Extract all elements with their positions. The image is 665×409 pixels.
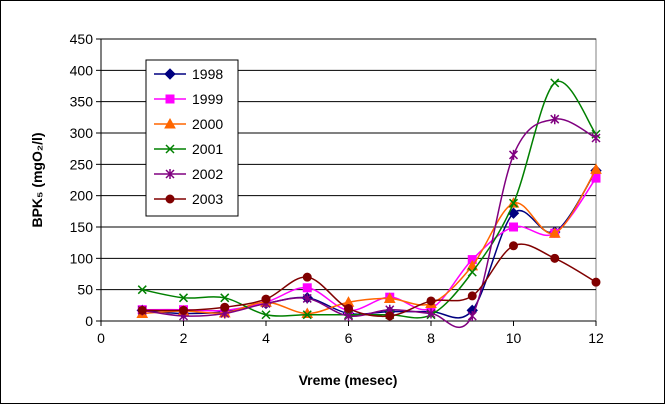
x-axis-title: Vreme (mesec) (299, 372, 398, 388)
data-point-2002-11 (550, 114, 560, 125)
x-tick-label: 4 (262, 330, 270, 346)
axes: 0 50 100 150 200 250 300 350 400 450 0 2 4 6 8 10 12 (70, 31, 604, 346)
y-tick-label: 150 (70, 219, 94, 235)
data-point-2001-2 (178, 293, 189, 303)
data-point-2000-11 (548, 227, 561, 238)
data-point-2003-1 (137, 305, 147, 315)
data-point-2003-8 (426, 296, 436, 306)
y-tick-label: 100 (70, 250, 94, 266)
data-point-2003-6 (344, 303, 353, 313)
data-point-2001-4 (261, 310, 271, 320)
legend-marker-1999 (165, 94, 175, 104)
y-tick-label: 300 (70, 125, 94, 141)
data-point-2000-12 (590, 163, 602, 174)
legend-label-2001: 2001 (192, 141, 223, 157)
legend-marker-2002 (165, 169, 175, 179)
data-point-2001-5 (302, 310, 312, 320)
legend-box (145, 59, 239, 217)
data-point-2002-8 (426, 308, 436, 319)
x-tick-label: 0 (97, 330, 105, 346)
legend-marker-1998 (164, 68, 176, 80)
data-point-2003-4 (261, 294, 271, 304)
y-tick-label: 400 (70, 62, 94, 78)
data-point-2001-3 (220, 293, 230, 303)
legend-label-2003: 2003 (192, 191, 223, 207)
legend-label-2002: 2002 (192, 166, 223, 182)
data-point-2002-9 (467, 310, 477, 321)
x-tick-label: 2 (180, 330, 188, 346)
data-point-2002-5 (302, 293, 312, 304)
data-point-1999-12 (591, 173, 601, 183)
data-point-2003-5 (302, 272, 312, 282)
x-tick-label: 10 (506, 330, 522, 346)
x-tick-label: 12 (588, 330, 604, 346)
data-point-2003-9 (467, 291, 477, 301)
y-tick-label: 450 (70, 31, 94, 47)
data-point-1999-5 (302, 283, 312, 293)
data-point-2003-7 (385, 311, 395, 321)
data-point-1999-10 (509, 222, 518, 232)
legend: 1998 1999 2000 2001 2002 2003 (145, 59, 239, 217)
data-point-2001-1 (137, 285, 147, 295)
data-point-2003-11 (550, 253, 560, 263)
legend-marker-2001 (165, 144, 175, 154)
series-group (136, 78, 602, 329)
data-point-2003-10 (509, 241, 518, 251)
data-point-2001-9 (467, 267, 477, 277)
data-point-2003-3 (220, 302, 230, 312)
data-point-2003-2 (179, 305, 188, 315)
legend-label-1998: 1998 (192, 66, 223, 82)
y-axis-title: BPK₅ (mgO₂/l) (29, 132, 45, 227)
y-tick-label: 0 (85, 313, 93, 329)
x-tick-label: 8 (427, 330, 435, 346)
data-point-2002-10 (508, 149, 519, 160)
series-2003 (137, 241, 601, 321)
x-tick-label: 6 (345, 330, 353, 346)
y-tick-label: 50 (77, 282, 93, 298)
data-point-2001-10 (508, 198, 519, 208)
legend-marker-2003 (165, 194, 175, 204)
data-point-2001-11 (550, 78, 560, 88)
y-tick-label: 200 (70, 188, 94, 204)
legend-marker-2000 (164, 117, 176, 129)
y-tick-label: 350 (70, 94, 94, 110)
legend-label-1999: 1999 (192, 91, 223, 107)
y-tick-label: 250 (70, 156, 94, 172)
data-point-2003-12 (591, 277, 601, 287)
data-point-2000-7 (383, 292, 396, 303)
data-point-2002-12 (591, 133, 601, 144)
legend-label-2000: 2000 (192, 116, 223, 132)
